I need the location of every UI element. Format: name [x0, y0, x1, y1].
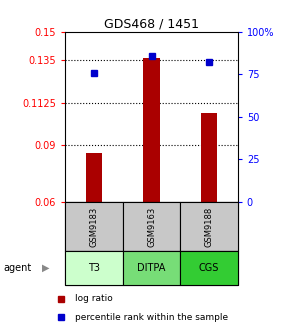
Text: GSM9183: GSM9183 — [90, 206, 99, 247]
Bar — [180, 202, 238, 251]
Bar — [180, 251, 238, 285]
Title: GDS468 / 1451: GDS468 / 1451 — [104, 18, 199, 31]
Text: DITPA: DITPA — [137, 263, 166, 273]
Bar — [86, 153, 102, 202]
Text: percentile rank within the sample: percentile rank within the sample — [75, 312, 229, 322]
Bar — [201, 113, 217, 202]
Text: CGS: CGS — [199, 263, 219, 273]
Bar — [65, 251, 123, 285]
Text: GSM9163: GSM9163 — [147, 206, 156, 247]
Text: agent: agent — [3, 263, 31, 273]
Bar — [123, 202, 180, 251]
Bar — [144, 58, 160, 202]
Bar — [123, 251, 180, 285]
Text: ▶: ▶ — [42, 263, 50, 273]
Bar — [65, 202, 123, 251]
Text: GSM9188: GSM9188 — [204, 206, 213, 247]
Text: log ratio: log ratio — [75, 294, 113, 303]
Text: T3: T3 — [88, 263, 100, 273]
